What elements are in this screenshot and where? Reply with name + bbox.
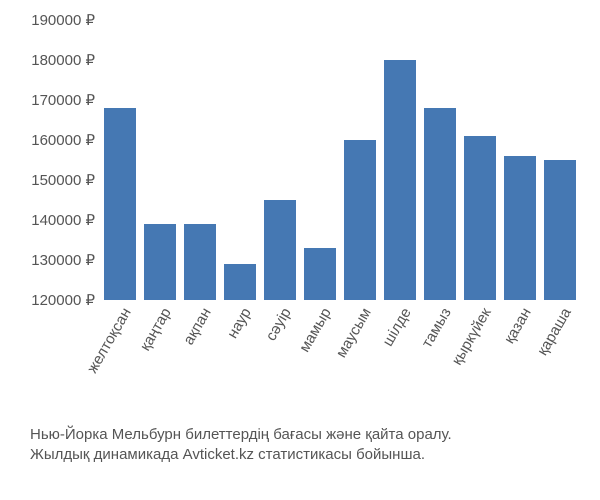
bar-slot bbox=[260, 20, 300, 300]
bar bbox=[104, 108, 136, 300]
x-label-slot: қараша bbox=[540, 305, 580, 425]
x-label-slot: мамыр bbox=[300, 305, 340, 425]
y-tick-label: 160000 ₽ bbox=[31, 131, 95, 149]
y-tick-label: 150000 ₽ bbox=[31, 171, 95, 189]
x-tick-label: маусым bbox=[333, 305, 375, 361]
caption-line-1: Нью-Йорка Мельбурн билеттердің бағасы жә… bbox=[30, 425, 595, 445]
x-label-slot: қыркүйек bbox=[460, 305, 500, 425]
bar bbox=[464, 136, 496, 300]
x-tick-label: қараша bbox=[534, 305, 575, 359]
x-tick-label: тамыз bbox=[418, 305, 454, 351]
bar-slot bbox=[380, 20, 420, 300]
y-tick-label: 180000 ₽ bbox=[31, 51, 95, 69]
bar bbox=[224, 264, 256, 300]
bar-slot bbox=[220, 20, 260, 300]
bar-slot bbox=[420, 20, 460, 300]
chart-caption: Нью-Йорка Мельбурн билеттердің бағасы жә… bbox=[30, 425, 595, 466]
x-label-slot: қаңтар bbox=[140, 305, 180, 425]
bar-slot bbox=[100, 20, 140, 300]
x-label-slot: ақпан bbox=[180, 305, 220, 425]
bar-slot bbox=[180, 20, 220, 300]
bar-slot bbox=[300, 20, 340, 300]
plot-area bbox=[100, 20, 580, 300]
bar bbox=[424, 108, 456, 300]
bar-slot bbox=[340, 20, 380, 300]
bar bbox=[264, 200, 296, 300]
y-axis: 120000 ₽130000 ₽140000 ₽150000 ₽160000 ₽… bbox=[0, 20, 95, 300]
x-label-slot: наур bbox=[220, 305, 260, 425]
y-tick-label: 130000 ₽ bbox=[31, 251, 95, 269]
bar bbox=[184, 224, 216, 300]
y-tick-label: 120000 ₽ bbox=[31, 291, 95, 309]
y-tick-label: 170000 ₽ bbox=[31, 91, 95, 109]
y-tick-label: 190000 ₽ bbox=[31, 11, 95, 29]
x-tick-label: шілде bbox=[379, 305, 414, 349]
price-chart: 120000 ₽ 130000 ₽ 140000 ₽ 150000 ₽ 160000 ₽… bbox=[0, 0, 600, 500]
y-tick-label: 140000 ₽ bbox=[31, 211, 95, 229]
bar-slot bbox=[540, 20, 580, 300]
x-label-slot: маусым bbox=[340, 305, 380, 425]
bar-slot bbox=[500, 20, 540, 300]
bar-slot bbox=[460, 20, 500, 300]
x-label-slot: қазан bbox=[500, 305, 540, 425]
caption-line-2: Жылдық динамикада Avticket.kz статистика… bbox=[30, 445, 595, 465]
x-tick-label: желтоқсан bbox=[84, 305, 135, 376]
bars-container bbox=[100, 20, 580, 300]
x-tick-label: сәуір bbox=[262, 305, 294, 344]
x-label-slot: тамыз bbox=[420, 305, 460, 425]
x-tick-label: ақпан bbox=[180, 305, 215, 348]
x-axis: желтоқсанқаңтарақпан наурсәуірмамырмаусым… bbox=[100, 305, 580, 425]
bar bbox=[384, 60, 416, 300]
bar bbox=[504, 156, 536, 300]
bar bbox=[144, 224, 176, 300]
bar bbox=[344, 140, 376, 300]
x-tick-label: қаңтар bbox=[137, 305, 175, 354]
x-label-slot: шілде bbox=[380, 305, 420, 425]
x-tick-label: наур bbox=[224, 305, 255, 341]
bar bbox=[304, 248, 336, 300]
bar bbox=[544, 160, 576, 300]
x-tick-label: қазан bbox=[501, 305, 535, 347]
bar-slot bbox=[140, 20, 180, 300]
x-label-slot: сәуір bbox=[260, 305, 300, 425]
x-label-slot: желтоқсан bbox=[100, 305, 140, 425]
x-tick-label: мамыр bbox=[296, 305, 335, 355]
